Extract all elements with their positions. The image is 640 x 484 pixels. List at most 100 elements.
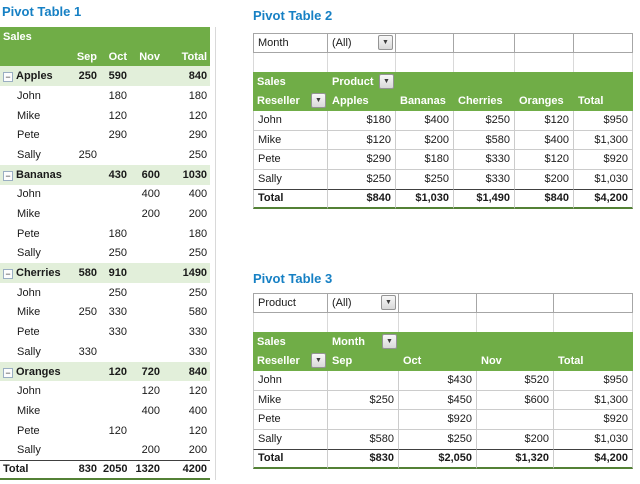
cell[interactable]: $200 — [396, 130, 454, 150]
row-label-cell[interactable]: − Apples — [0, 66, 73, 87]
header-cell[interactable] — [574, 72, 633, 92]
cell[interactable] — [477, 410, 554, 430]
collapse-icon[interactable]: − — [3, 72, 13, 83]
cell[interactable]: $1,030 — [396, 189, 454, 209]
cell[interactable]: $450 — [399, 390, 477, 410]
cell[interactable] — [73, 381, 100, 401]
cell[interactable]: 120 — [108, 109, 127, 122]
cell[interactable] — [396, 33, 454, 53]
cell[interactable] — [100, 401, 130, 421]
cell[interactable]: $430 — [399, 371, 477, 391]
header-cell[interactable] — [477, 332, 554, 352]
cell[interactable]: 250 — [108, 286, 127, 299]
row-label-cell[interactable]: Pete — [17, 424, 40, 437]
cell[interactable]: 250 — [188, 247, 208, 260]
cell[interactable]: $330 — [454, 150, 515, 170]
column-header-cell[interactable]: Total — [554, 351, 633, 371]
header-cell[interactable] — [396, 72, 454, 92]
cell[interactable]: $580 — [328, 429, 399, 449]
cell[interactable]: $250 — [396, 169, 454, 189]
row-label-cell[interactable]: − Cherries — [0, 263, 73, 283]
cell[interactable]: $950 — [574, 111, 633, 131]
column-header-cell[interactable]: Bananas — [396, 91, 454, 111]
cell[interactable]: $950 — [554, 371, 633, 391]
column-field-cell[interactable]: Month ▼ — [328, 332, 399, 352]
cell[interactable]: $920 — [554, 410, 633, 430]
cell[interactable]: 1030 — [163, 164, 211, 185]
cell[interactable] — [477, 312, 554, 332]
collapse-icon[interactable]: − — [3, 367, 13, 378]
row-label-cell[interactable]: Total — [253, 189, 328, 209]
cell[interactable]: $400 — [515, 130, 574, 150]
row-label-cell[interactable]: Pete — [17, 129, 40, 142]
cell[interactable]: 330 — [108, 326, 127, 339]
cell[interactable]: $1,300 — [554, 390, 633, 410]
cell[interactable]: $2,050 — [399, 449, 477, 469]
cell[interactable] — [328, 312, 399, 332]
cell[interactable]: 180 — [108, 227, 127, 240]
column-header-cell[interactable]: Apples — [328, 91, 396, 111]
cell[interactable]: 120 — [188, 109, 208, 122]
column-header-cell[interactable]: Total — [574, 91, 633, 111]
cell[interactable]: 120 — [141, 385, 160, 398]
column-header-cell[interactable]: Sep — [328, 351, 399, 371]
cell[interactable]: $580 — [454, 130, 515, 150]
row-label-cell[interactable]: Sally — [253, 429, 328, 449]
cell[interactable]: 840 — [163, 361, 211, 382]
cell[interactable] — [399, 293, 477, 313]
cell[interactable]: $120 — [515, 111, 574, 131]
cell[interactable]: 4200 — [163, 460, 211, 480]
cell[interactable] — [73, 204, 100, 224]
row-label-cell[interactable]: John — [17, 188, 41, 201]
row-label-cell[interactable]: Mike — [17, 208, 41, 221]
cell[interactable] — [454, 33, 515, 53]
cell[interactable]: 400 — [141, 404, 160, 417]
cell[interactable] — [73, 401, 100, 421]
row-label-cell[interactable]: Mike — [253, 390, 328, 410]
sales-header-cell[interactable]: Sales — [0, 27, 211, 47]
cell[interactable] — [328, 410, 399, 430]
cell[interactable]: 330 — [108, 306, 127, 319]
cell[interactable]: 720 — [130, 361, 163, 382]
row-label-cell[interactable]: Sally — [253, 169, 328, 189]
row-label-cell[interactable]: John — [17, 385, 41, 398]
cell[interactable]: $330 — [454, 169, 515, 189]
cell[interactable] — [73, 322, 100, 342]
cell[interactable] — [554, 293, 633, 313]
cell[interactable] — [73, 421, 100, 441]
cell[interactable]: 120 — [188, 424, 208, 437]
cell[interactable]: 330 — [188, 345, 208, 358]
column-header-cell[interactable]: Oranges — [515, 91, 574, 111]
cell[interactable] — [100, 381, 130, 401]
filter-dropdown-icon[interactable]: ▼ — [381, 294, 396, 310]
cell[interactable]: 400 — [141, 188, 160, 201]
filter-field-cell[interactable]: Product — [253, 293, 328, 313]
cell[interactable] — [130, 342, 163, 362]
cell[interactable]: 200 — [188, 444, 208, 457]
cell[interactable]: $180 — [396, 150, 454, 170]
cell[interactable] — [73, 86, 100, 106]
cell[interactable]: $1,030 — [574, 169, 633, 189]
cell[interactable] — [454, 52, 515, 72]
cell[interactable]: 430 — [100, 164, 130, 185]
cell[interactable]: $920 — [399, 410, 477, 430]
cell[interactable] — [73, 106, 100, 126]
row-label-cell[interactable]: Pete — [253, 150, 328, 170]
cell[interactable]: $520 — [477, 371, 554, 391]
cell[interactable]: $830 — [328, 449, 399, 469]
row-label-cell[interactable]: Mike — [17, 306, 41, 319]
cell[interactable]: 1320 — [130, 460, 163, 480]
cell[interactable]: 180 — [188, 227, 208, 240]
cell[interactable] — [130, 244, 163, 264]
cell[interactable] — [574, 33, 633, 53]
cell[interactable]: $4,200 — [554, 449, 633, 469]
cell[interactable]: $1,320 — [477, 449, 554, 469]
cell[interactable]: 120 — [188, 385, 208, 398]
row-label-cell[interactable]: Pete — [17, 227, 40, 240]
row-label-cell[interactable]: Pete — [17, 326, 40, 339]
column-header-cell[interactable]: Total — [163, 46, 211, 67]
cell[interactable]: $250 — [454, 111, 515, 131]
column-header-cell[interactable]: Nov — [477, 351, 554, 371]
row-label-cell[interactable]: Mike — [253, 130, 328, 150]
cell[interactable] — [73, 440, 100, 460]
